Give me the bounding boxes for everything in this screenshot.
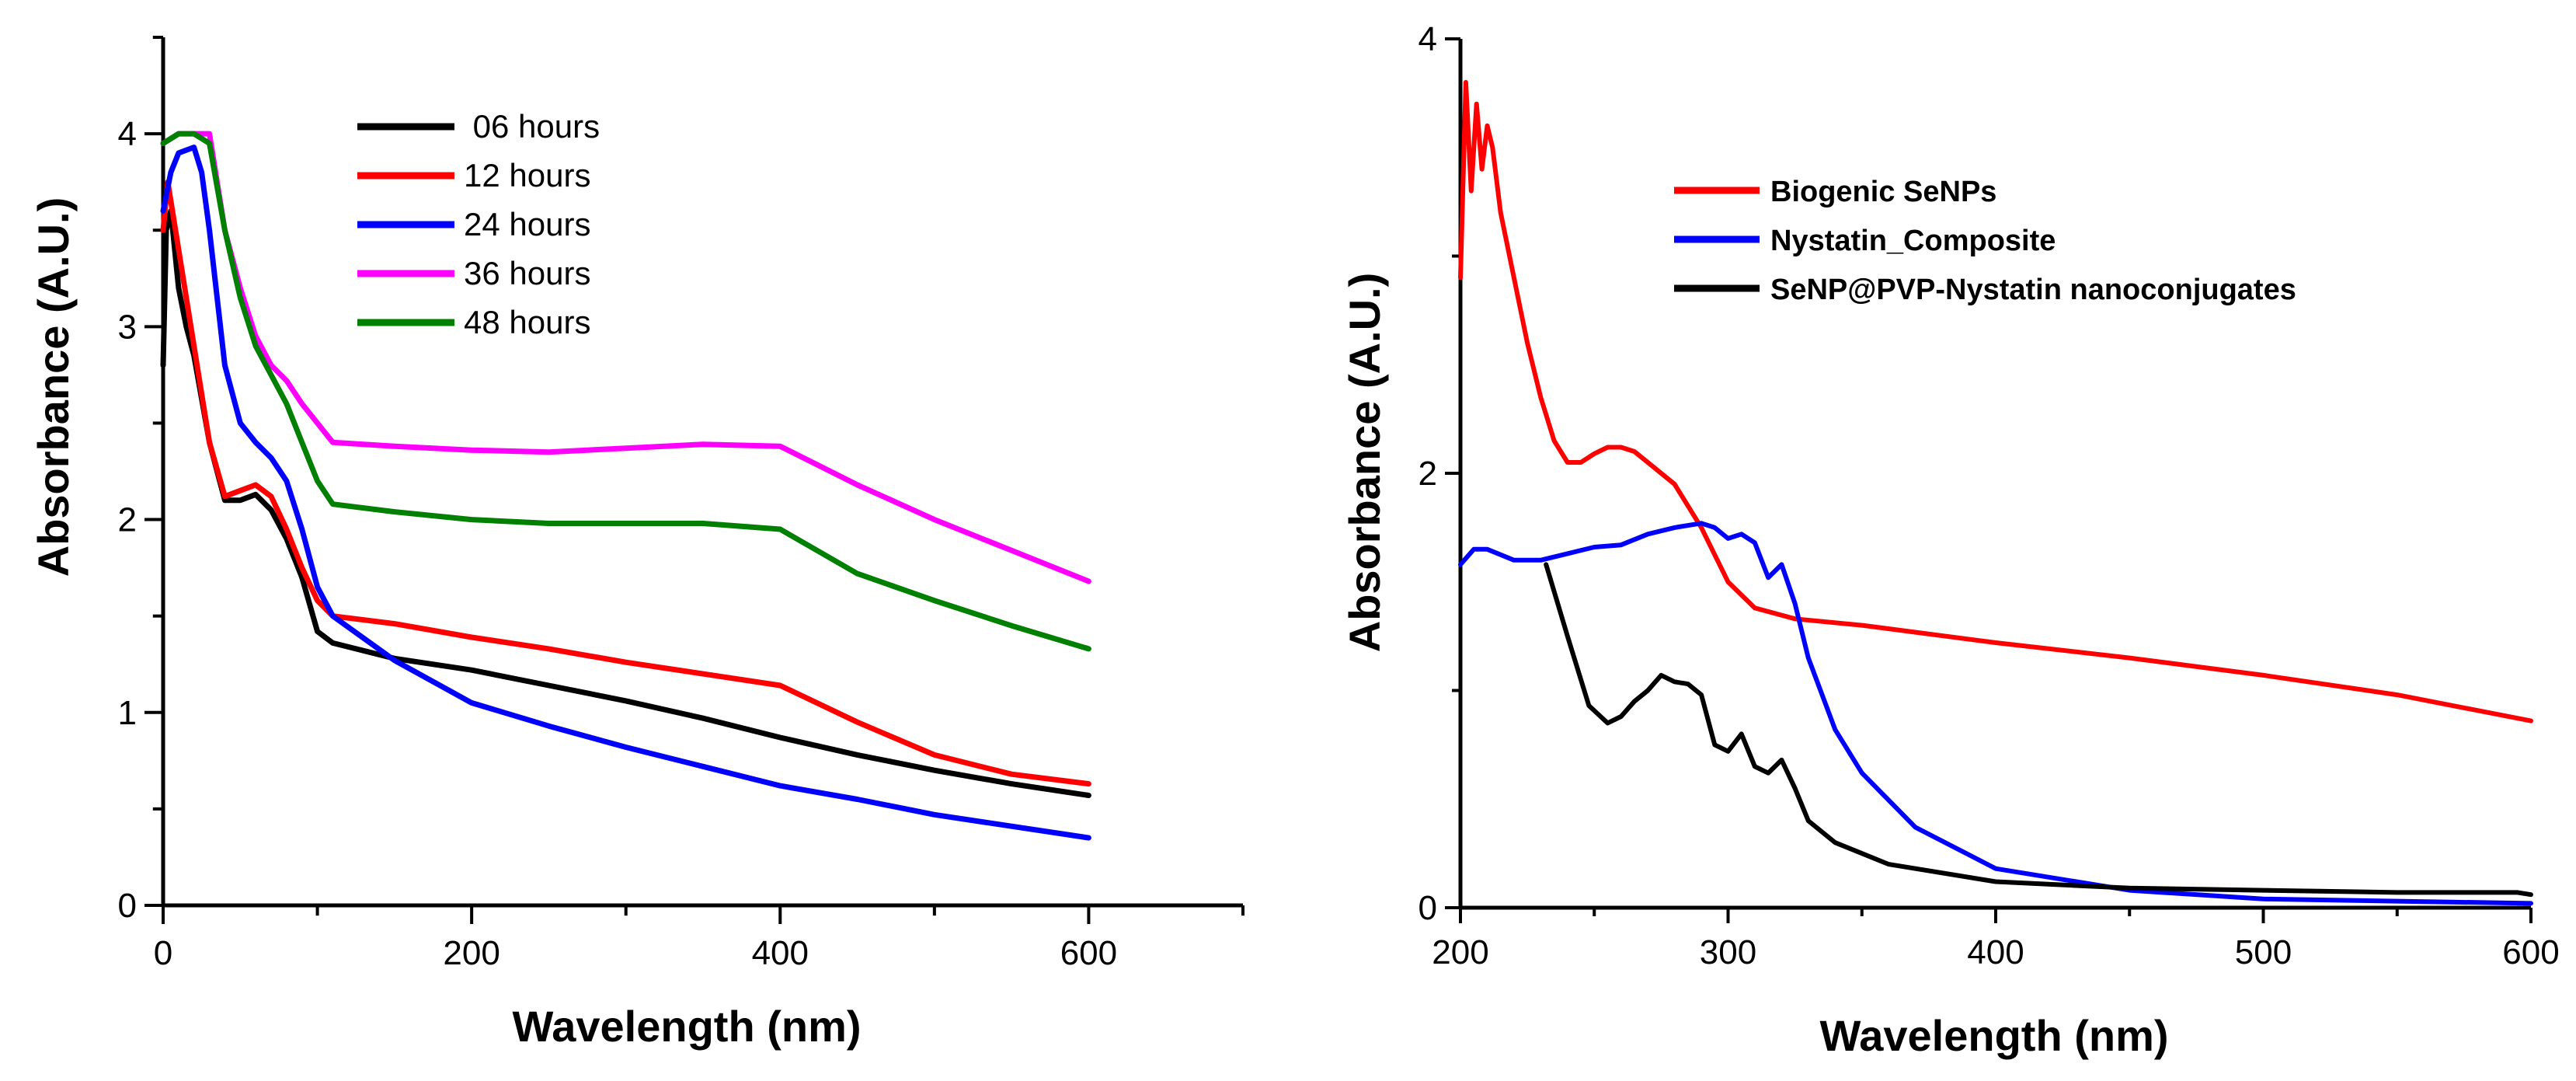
x-tick-label: 200 (443, 934, 500, 972)
legend-label: Nystatin_Composite (1770, 225, 2056, 257)
x-tick-label: 500 (2235, 933, 2292, 971)
series-line-4 (160, 131, 1091, 584)
legend-label: 36 hours (464, 255, 590, 291)
y-tick-label: 1 (118, 694, 137, 732)
series-layer-right (1458, 79, 2533, 906)
series-layer-left (160, 131, 1091, 841)
series-line-3 (1544, 562, 2533, 898)
chart-panel-left: 0 200 400 600 0 1 2 3 4 06 hours 12 hours 24 hours… (29, 36, 1244, 1051)
chart-panel-right: 200 300 400 500 600 0 2 4 Biogenic SeNPs Nystati… (1340, 20, 2560, 1060)
x-tick-label: 300 (1700, 933, 1756, 971)
x-axis-title-left: Wavelength (nm) (512, 1002, 861, 1051)
axes-right: 200 300 400 500 600 0 2 4 (1419, 20, 2560, 971)
y-tick-label: 3 (118, 308, 137, 346)
series-line-5 (160, 131, 1091, 652)
x-tick-label: 200 (1432, 933, 1488, 971)
x-tick-label: 600 (1060, 934, 1117, 972)
legend-label: 48 hours (464, 304, 590, 340)
legend-label: SeNP@PVP-Nystatin nanoconjugates (1770, 274, 2296, 306)
series-line-1 (1458, 79, 2533, 724)
y-tick-label: 0 (1419, 889, 1437, 927)
series-line-2 (160, 179, 1091, 787)
series-line-1 (160, 207, 1091, 798)
series-line-3 (160, 145, 1091, 841)
y-tick-label: 2 (1419, 455, 1437, 493)
y-tick-label: 0 (118, 887, 137, 925)
x-tick-label: 400 (1967, 933, 2024, 971)
legend-right: Biogenic SeNPs Nystatin_Composite SeNP@PVP… (1674, 176, 2296, 306)
x-axis-title-right: Wavelength (nm) (1819, 1011, 2168, 1060)
y-axis-title-right: Absorbance (A.U.) (1340, 273, 1389, 653)
x-tick-label: 400 (752, 934, 809, 972)
legend-label: 24 hours (464, 206, 590, 242)
y-tick-label: 4 (1419, 20, 1437, 58)
y-tick-label: 4 (118, 115, 137, 153)
series-line-2 (1458, 521, 2533, 906)
legend-label: 06 hours (464, 108, 600, 145)
y-tick-label: 2 (118, 501, 137, 539)
legend-left: 06 hours 12 hours 24 hours 36 hours 48 hours (357, 108, 600, 340)
y-axis-title-left: Absorbance (A.U.) (29, 197, 78, 577)
x-tick-label: 600 (2502, 933, 2559, 971)
legend-label: 12 hours (464, 157, 590, 194)
legend-label: Biogenic SeNPs (1770, 176, 1996, 208)
x-tick-label: 0 (154, 934, 172, 972)
axes-left: 0 200 400 600 0 1 2 3 4 (118, 36, 1244, 972)
